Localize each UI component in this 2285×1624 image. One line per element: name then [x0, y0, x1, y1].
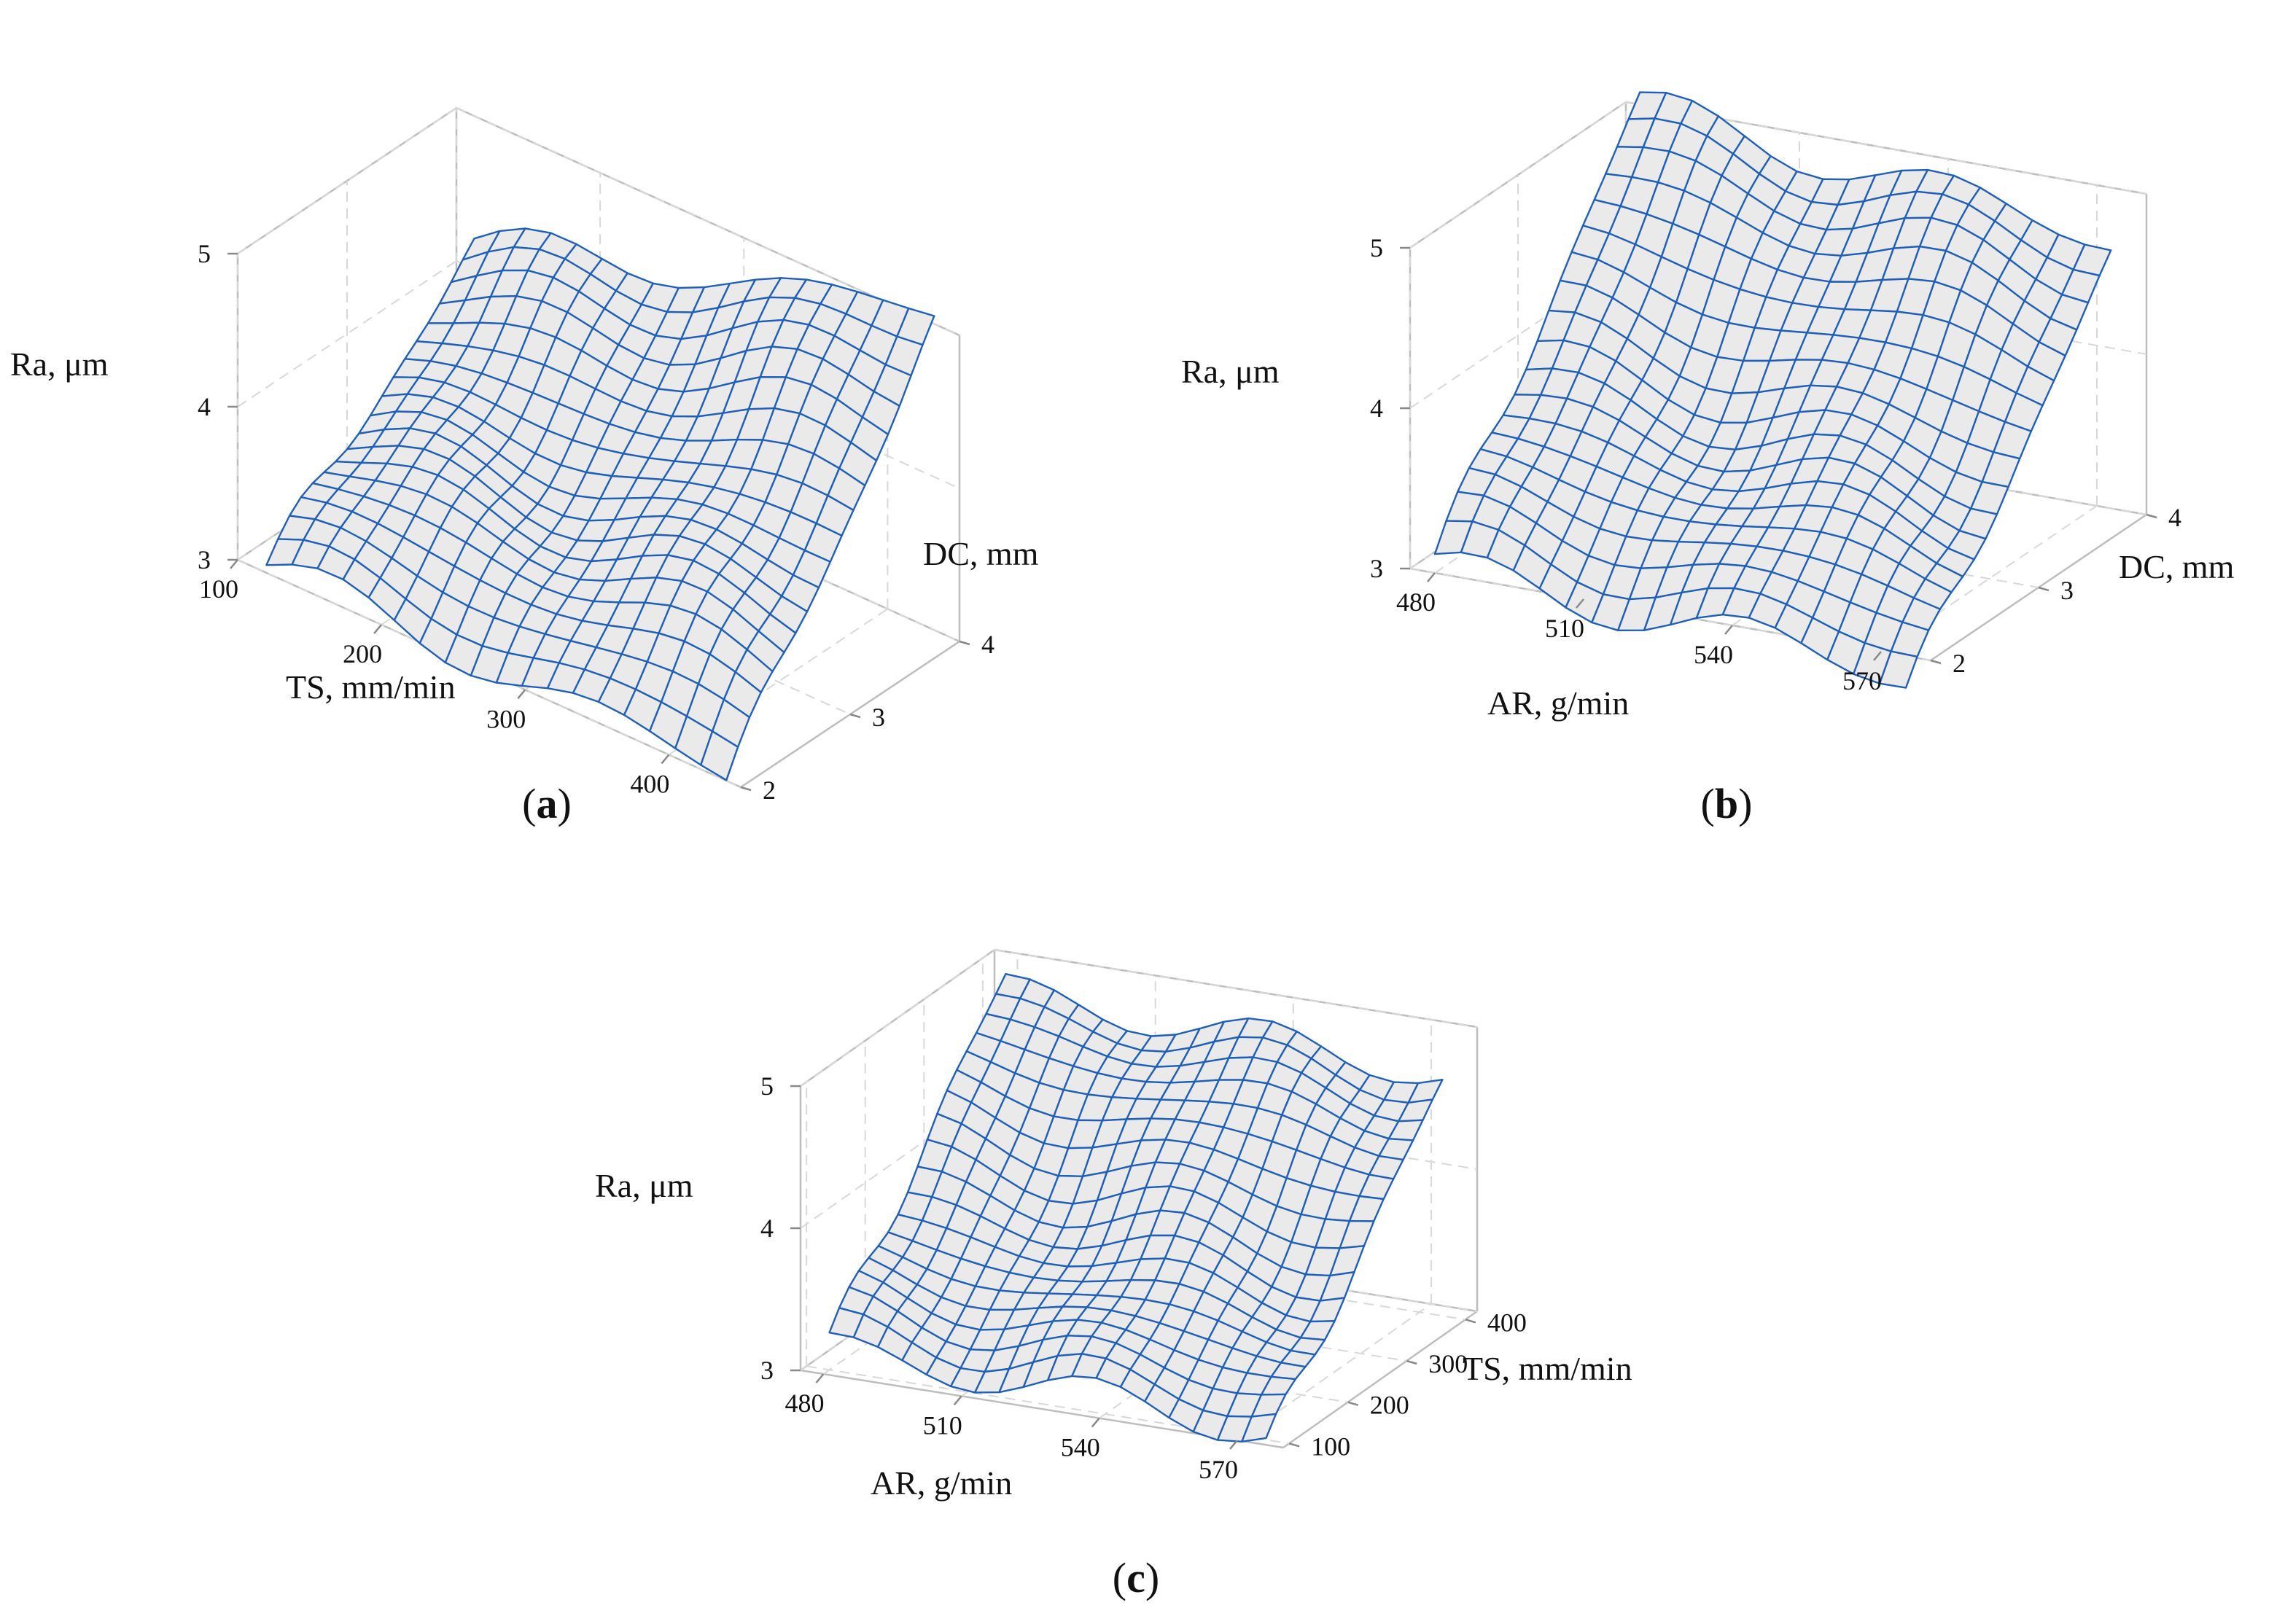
panel-c-x-tick-label: 480	[785, 1389, 825, 1418]
panel-c-surface	[828, 972, 1444, 1443]
panel-b-x-tick-label: 570	[1842, 666, 1882, 695]
panel-a-z-tick-label: 5	[198, 239, 211, 268]
panel-a-y-tick-label: 3	[872, 703, 885, 732]
panel-b-y-tick	[1930, 659, 1942, 665]
panel-b-x-tick-label: 480	[1396, 587, 1436, 617]
panel-a-x-tick-label: 100	[199, 574, 238, 604]
panel-c-x-tick	[1091, 1417, 1100, 1428]
panel-c-x-tick-label: 540	[1061, 1433, 1100, 1462]
panel-b-x-tick	[1873, 651, 1882, 661]
panel-a-y-axis-label: DC, mm	[923, 535, 1039, 572]
panel-c-x-tick	[815, 1373, 825, 1383]
panel-c-y-tick	[1406, 1359, 1417, 1365]
panel-c-floor-right-edge	[1282, 1310, 1478, 1449]
panel-c-y-tick-label: 100	[1311, 1432, 1350, 1461]
panel-a-y-tick-label: 2	[763, 776, 776, 805]
panel-c-z-tick-label: 4	[760, 1214, 774, 1243]
panel-c-surface-cell	[1241, 1413, 1277, 1443]
panel-b-y-tick-label: 2	[1953, 649, 1966, 678]
panel-c-z-axis-label: Ra, μm	[595, 1167, 693, 1204]
panel-b-caption: (b)	[1701, 780, 1753, 827]
panel-a-x-axis-label: TS, mm/min	[286, 668, 456, 706]
panel-c-x-tick	[1229, 1440, 1238, 1450]
panel-b-grid-left-wall-z	[1409, 262, 1627, 409]
panel-c-x-tick-label: 570	[1199, 1455, 1238, 1484]
panel-b-surface-cell	[1878, 650, 1918, 689]
panel-a-grid-left-wall-z	[237, 260, 457, 407]
panel-c-y-axis-label: TS, mm/min	[1463, 1350, 1632, 1387]
panel-c-x-tick	[953, 1395, 962, 1406]
panel-a-y-tick-label: 4	[981, 630, 994, 659]
panel-c-ticks: 3 4 5 480 510 540 570 100 200 300 400	[760, 1071, 1527, 1484]
panel-c-z-tick-label: 3	[760, 1356, 774, 1385]
panel-b-x-tick-label: 540	[1694, 640, 1733, 669]
panel-c-grid-back-wall-z	[994, 949, 1478, 1028]
panel-b-y-axis-label: DC, mm	[2119, 548, 2235, 585]
panel-c-y-tick	[1347, 1401, 1359, 1406]
panel-b-caption-letter: b	[1715, 780, 1738, 827]
panel-c-caption: (c)	[1113, 1554, 1159, 1601]
panel-a: 3 4 5 100 200 300 400 2 3 4 Ra, μm TS, mm/min DC,…	[10, 106, 1039, 827]
panel-b-z-tick-label: 3	[1370, 554, 1383, 583]
panel-b-x-tick	[1427, 572, 1436, 582]
panel-b-x-axis-label: AR, g/min	[1487, 684, 1629, 722]
panel-a-x-tick	[661, 754, 670, 765]
panel-a-x-tick-label: 200	[343, 639, 382, 668]
panel-c-grid-left-wall-z	[800, 949, 995, 1087]
panel-b-y-tick-label: 3	[2060, 576, 2074, 605]
panel-a-y-tick	[849, 713, 861, 719]
panel-a-x-tick	[517, 689, 526, 700]
panel-a-caption-letter: a	[537, 780, 558, 827]
panel-c-y-tick-label: 300	[1428, 1349, 1468, 1378]
panel-c-y-tick	[1288, 1443, 1300, 1448]
panel-a-x-tick-label: 400	[630, 769, 669, 798]
panel-a-grid-left-wall-z	[237, 107, 457, 254]
panel-b-y-tick-label: 4	[2168, 503, 2181, 532]
panel-b-y-tick	[2146, 513, 2157, 519]
panel-b-x-tick-label: 510	[1545, 614, 1584, 643]
panel-a-grid-floor-x	[668, 608, 888, 756]
panel-a-x-tick-label: 300	[486, 704, 526, 733]
panel-c-x-axis-label: AR, g/min	[871, 1464, 1012, 1502]
panel-b-x-tick	[1724, 625, 1733, 635]
panel-b-grid-left-wall-z	[1409, 101, 1627, 249]
panel-a-surface	[265, 227, 935, 781]
panel-b-ticks: 3 4 5 480 510 540 570 2 3 4	[1370, 233, 2181, 695]
panel-a-x-tick	[373, 624, 383, 634]
panel-a-x-tick	[230, 559, 238, 569]
panel-c-y-tick-label: 200	[1370, 1391, 1409, 1420]
panel-b-z-tick-label: 4	[1370, 394, 1383, 423]
panel-c-grid-left-wall-z	[800, 1091, 995, 1229]
panel-b-y-tick	[2038, 586, 2050, 592]
panel-b-x-tick	[1576, 598, 1584, 609]
panel-a-y-tick	[740, 786, 752, 792]
panel-b-z-tick-label: 5	[1370, 233, 1383, 262]
panel-c-y-tick-label: 400	[1487, 1308, 1527, 1337]
panel-b: 3 4 5 480 510 540 570 2 3 4 Ra, μm AR, g/min DC, …	[1181, 91, 2235, 827]
panel-a-z-axis-label: Ra, μm	[10, 346, 109, 383]
panel-c-caption-letter: c	[1126, 1554, 1145, 1601]
panel-b-surface	[1433, 91, 2112, 689]
panel-a-caption: (a)	[522, 780, 572, 827]
panel-c-y-tick	[1465, 1319, 1476, 1324]
panel-c: 3 4 5 480 510 540 570 100 200 300 400 Ra, μm AR, g…	[595, 948, 1632, 1601]
panel-c-x-tick-label: 510	[923, 1410, 962, 1440]
panel-a-z-tick-label: 4	[198, 392, 211, 421]
panel-a-z-tick-label: 3	[198, 545, 211, 574]
panel-a-ticks: 3 4 5 100 200 300 400 2 3 4	[198, 239, 994, 805]
panel-a-y-tick	[959, 640, 970, 646]
panel-a-surface-cell	[700, 730, 739, 781]
panel-b-z-axis-label: Ra, μm	[1181, 353, 1280, 390]
panel-c-z-tick-label: 5	[760, 1071, 774, 1101]
